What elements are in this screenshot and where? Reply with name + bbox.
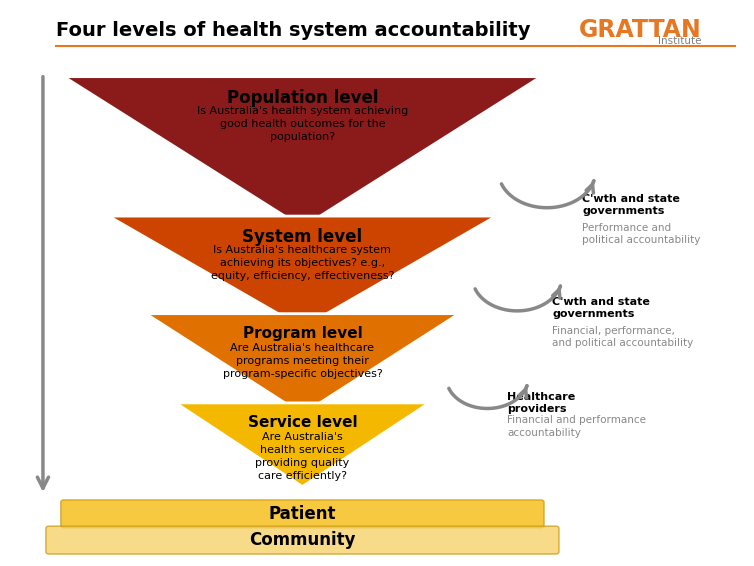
Polygon shape — [64, 76, 541, 227]
Text: Population level: Population level — [227, 89, 379, 107]
Text: Is Australia's healthcare system
achieving its objectives? e.g.,
equity, efficie: Is Australia's healthcare system achievi… — [210, 245, 394, 281]
Text: Institute: Institute — [658, 36, 701, 46]
Text: Are Australia's healthcare
programs meeting their
program-specific objectives?: Are Australia's healthcare programs meet… — [222, 342, 382, 379]
Text: C'wth and state
governments: C'wth and state governments — [582, 194, 680, 216]
Text: System level: System level — [242, 228, 363, 246]
Text: GRATTAN: GRATTAN — [578, 18, 701, 42]
Polygon shape — [146, 314, 459, 414]
FancyBboxPatch shape — [61, 500, 544, 528]
Text: Community: Community — [249, 531, 356, 549]
Text: Are Australia's
health services
providing quality
care efficiently?: Are Australia's health services providin… — [256, 432, 350, 482]
Text: Four levels of health system accountability: Four levels of health system accountabil… — [57, 21, 531, 40]
Polygon shape — [176, 403, 429, 487]
Text: Program level: Program level — [243, 326, 363, 341]
Text: Patient: Patient — [268, 505, 336, 523]
Text: Is Australia's health system achieving
good health outcomes for the
population?: Is Australia's health system achieving g… — [197, 106, 408, 142]
FancyBboxPatch shape — [46, 526, 559, 554]
Polygon shape — [109, 216, 496, 328]
Text: Service level: Service level — [247, 415, 357, 430]
Text: Financial, performance,
and political accountability: Financial, performance, and political ac… — [552, 326, 694, 348]
Text: C'wth and state
governments: C'wth and state governments — [552, 297, 650, 319]
Text: Performance and
political accountability: Performance and political accountability — [582, 223, 700, 245]
Text: Healthcare
providers: Healthcare providers — [507, 392, 576, 414]
Text: Financial and performance
accountability: Financial and performance accountability — [507, 415, 646, 438]
